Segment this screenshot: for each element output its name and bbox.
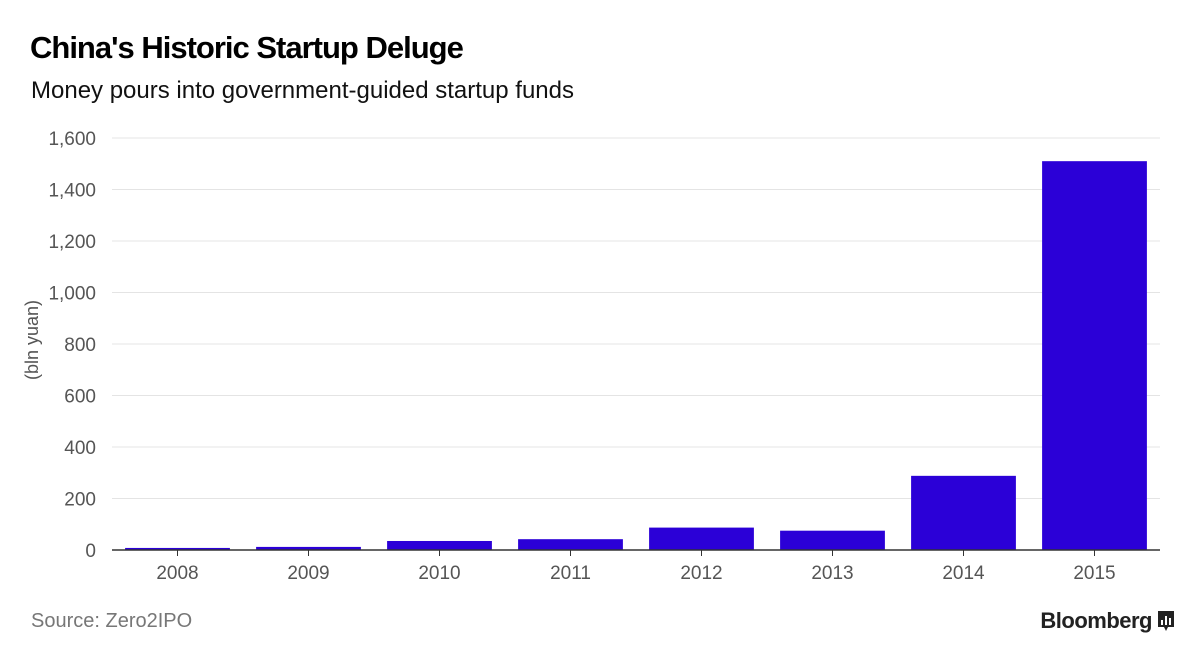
x-tick-label: 2008 xyxy=(156,563,198,584)
y-tick-label: 0 xyxy=(85,541,96,562)
brand-name: Bloomberg xyxy=(1040,608,1152,633)
y-tick-label: 1,200 xyxy=(48,232,96,253)
y-tick-label: 600 xyxy=(64,387,96,408)
bloomberg-terminal-icon xyxy=(1158,611,1174,631)
bar-2011 xyxy=(518,539,623,550)
x-tick-label: 2010 xyxy=(418,563,460,584)
bar-2010 xyxy=(387,540,492,550)
chart-subtitle: Money pours into government-guided start… xyxy=(31,77,574,104)
bar-2008 xyxy=(125,547,230,550)
x-tick-label: 2014 xyxy=(942,563,985,584)
y-tick-label: 1,400 xyxy=(48,181,96,202)
source-note: Source: Zero2IPO xyxy=(31,610,193,632)
brand-logo: Bloomberg xyxy=(1040,608,1174,634)
x-tick-label: 2012 xyxy=(680,563,722,584)
y-tick-label: 400 xyxy=(64,438,96,459)
y-tick-label: 1,000 xyxy=(48,284,96,305)
y-axis-label: (bln yuan) xyxy=(22,300,42,380)
x-tick-label: 2015 xyxy=(1073,563,1115,584)
bar-2015 xyxy=(1042,161,1147,551)
bar-2012 xyxy=(649,527,754,550)
bar-2014 xyxy=(911,475,1016,550)
x-tick-label: 2011 xyxy=(550,563,591,584)
bar-2009 xyxy=(256,546,361,550)
x-tick-label: 2009 xyxy=(287,563,329,584)
bar-2013 xyxy=(780,530,885,550)
chart-title: China's Historic Startup Deluge xyxy=(30,30,464,65)
y-tick-label: 1,600 xyxy=(48,129,96,150)
x-tick-label: 2013 xyxy=(811,563,853,584)
y-tick-label: 200 xyxy=(64,490,96,511)
y-tick-label: 800 xyxy=(64,335,96,356)
